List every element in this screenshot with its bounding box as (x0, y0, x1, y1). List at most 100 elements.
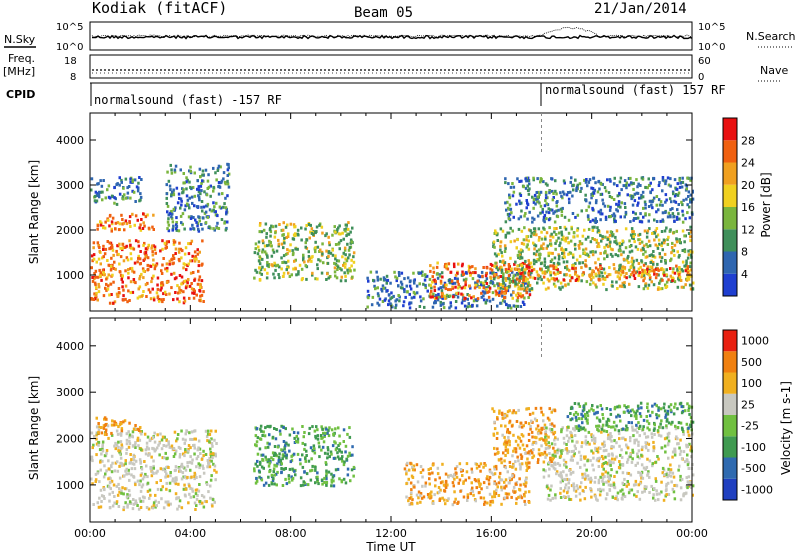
data-cell (257, 245, 260, 249)
data-cell (215, 178, 218, 182)
data-cell (540, 230, 543, 234)
data-cell (513, 279, 517, 283)
data-cell (565, 443, 568, 446)
data-cell (197, 439, 201, 443)
data-cell (314, 465, 317, 469)
data-cell (514, 267, 518, 271)
data-cell (503, 250, 507, 253)
data-cell (612, 445, 615, 449)
data-cell (197, 229, 201, 233)
data-cell (637, 285, 641, 289)
data-cell (508, 460, 512, 464)
data-cell (507, 182, 510, 186)
data-cell (189, 455, 192, 459)
data-cell (124, 297, 127, 301)
data-cell (538, 253, 541, 257)
data-cell (676, 437, 679, 441)
data-cell (529, 427, 532, 431)
data-cell (129, 196, 132, 200)
data-cell (177, 291, 180, 295)
data-cell (160, 281, 163, 285)
data-cell (578, 246, 581, 250)
data-cell (469, 286, 472, 290)
noise-tick-left-bottom: 10^0 (56, 42, 83, 53)
data-cell (378, 297, 382, 301)
data-cell (635, 258, 639, 262)
data-cell (470, 467, 473, 471)
data-cell (293, 469, 296, 473)
data-cell (644, 445, 647, 448)
data-cell (632, 483, 636, 487)
data-cell (174, 479, 177, 483)
data-cell (544, 266, 548, 269)
data-cell (120, 429, 124, 433)
data-cell (132, 462, 136, 466)
data-cell (419, 500, 422, 504)
data-cell (433, 493, 436, 497)
data-cell (627, 455, 631, 459)
data-cell (653, 238, 656, 242)
data-cell (383, 286, 387, 290)
data-cell (595, 497, 598, 501)
data-cell (125, 467, 128, 471)
data-cell (297, 272, 300, 276)
data-cell (380, 289, 384, 293)
data-cell (119, 461, 122, 465)
data-cell (648, 227, 651, 231)
data-cell (642, 206, 645, 210)
data-cell (643, 229, 647, 233)
data-cell (382, 286, 385, 290)
data-cell (117, 445, 120, 449)
data-cell (687, 232, 691, 235)
data-cell (647, 205, 651, 208)
data-cell (101, 268, 105, 272)
data-cell (545, 217, 548, 221)
data-cell (566, 489, 570, 493)
data-cell (301, 453, 304, 457)
data-cell (547, 218, 551, 222)
data-cell (535, 419, 538, 423)
data-cell (321, 252, 324, 256)
data-cell (490, 471, 494, 475)
data-cell (332, 456, 336, 460)
data-cell (497, 481, 501, 485)
data-cell (197, 194, 200, 198)
data-cell (438, 490, 441, 494)
data-cell (334, 230, 337, 234)
data-cell (272, 470, 275, 473)
data-cell (413, 468, 416, 472)
data-cell (465, 470, 469, 474)
data-cell (564, 239, 567, 243)
data-cell (399, 286, 403, 290)
data-cell (466, 293, 469, 296)
data-cell (262, 430, 265, 434)
data-cell (563, 181, 566, 185)
data-cell (204, 221, 208, 225)
data-cell (667, 235, 670, 239)
data-cell (633, 233, 636, 237)
data-cell (220, 181, 223, 185)
data-cell (352, 255, 355, 259)
data-cell (99, 271, 102, 275)
data-cell (314, 277, 317, 281)
data-cell (139, 195, 143, 199)
data-cell (507, 265, 511, 269)
data-cell (189, 169, 192, 173)
data-cell (305, 224, 308, 227)
data-cell (128, 493, 132, 497)
data-cell (104, 286, 107, 290)
freq-label: Freq. (8, 52, 35, 65)
data-cell (572, 267, 576, 271)
data-cell (210, 459, 213, 463)
data-cell (436, 272, 439, 276)
data-cell (660, 287, 664, 291)
data-cell (268, 461, 271, 465)
data-cell (340, 268, 343, 272)
data-cell (296, 452, 300, 456)
data-cell (159, 467, 163, 471)
data-cell (500, 488, 503, 492)
data-cell (549, 270, 552, 274)
data-cell (328, 241, 331, 245)
data-cell (105, 449, 109, 452)
data-cell (405, 482, 408, 486)
